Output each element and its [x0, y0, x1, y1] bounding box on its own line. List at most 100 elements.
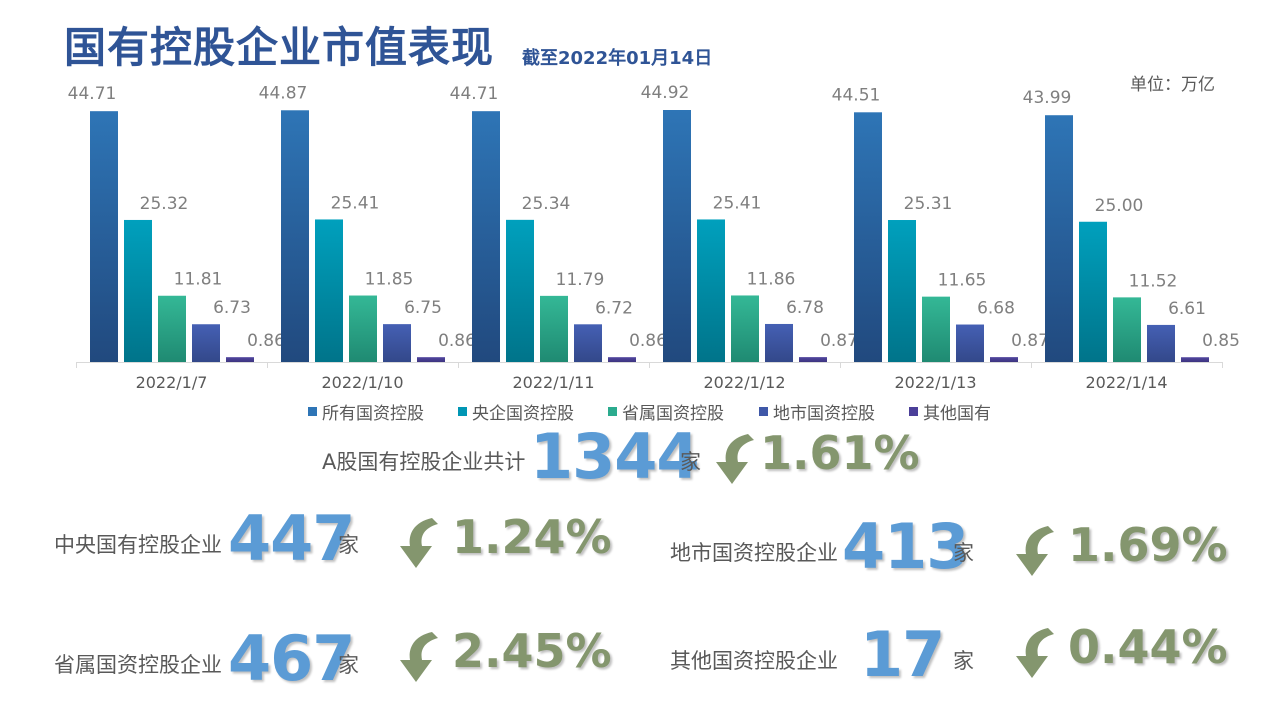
data-label: 11.52: [1129, 271, 1178, 291]
bar: [1147, 324, 1175, 362]
legend-label: 地市国资控股: [773, 404, 875, 424]
central-label: 中央国有控股企业: [54, 533, 222, 557]
legend-label: 所有国资控股: [322, 404, 424, 424]
as-of-date: 截至2022年01月14日: [522, 48, 713, 69]
unit-label: 单位：万亿: [1130, 75, 1215, 95]
bar: [922, 296, 950, 362]
central-unit: 家: [338, 533, 359, 557]
total-unit: 家: [680, 450, 701, 474]
other-count: 17: [860, 618, 945, 691]
curved-down-arrow-icon: [716, 434, 754, 484]
data-label: 25.31: [904, 194, 953, 214]
legend-label: 省属国资控股: [622, 404, 724, 424]
curved-down-arrow-icon: [1016, 526, 1054, 576]
data-label: 6.73: [213, 298, 251, 318]
data-label: 6.72: [595, 298, 633, 318]
data-label: 43.99: [1023, 88, 1072, 108]
data-label: 0.86: [247, 331, 285, 351]
curved-down-arrow-icon: [400, 518, 438, 568]
bar: [124, 219, 152, 362]
bar: [990, 357, 1018, 362]
central-change: 1.24%: [452, 510, 612, 564]
bar: [697, 219, 725, 362]
data-label: 44.71: [450, 84, 499, 104]
market-value-chart: 44.71 25.32 11.81 6.73 0.86 44.87 25.41 11.85 6.…: [68, 83, 1240, 424]
other-change: 0.44%: [1068, 620, 1228, 674]
other-unit: 家: [953, 649, 974, 673]
legend-label: 其他国有: [923, 404, 991, 424]
bar: [574, 324, 602, 362]
data-label: 44.87: [259, 83, 308, 103]
bar: [765, 323, 793, 362]
bar: [956, 324, 984, 362]
x-tick-label: 2022/1/12: [703, 373, 785, 392]
bar: [281, 110, 309, 362]
data-label: 44.92: [641, 83, 690, 103]
provincial-change: 2.45%: [452, 624, 612, 678]
bar: [608, 357, 636, 362]
provincial-unit: 家: [338, 653, 359, 677]
other-label: 其他国资控股企业: [670, 649, 838, 673]
x-tick-label: 2022/1/14: [1085, 373, 1167, 392]
legend-swatch: [608, 407, 617, 416]
local-count: 413: [842, 510, 969, 583]
data-label: 11.86: [747, 269, 796, 289]
x-tick-label: 2022/1/11: [512, 373, 594, 392]
legend-swatch: [308, 407, 317, 416]
data-label: 25.41: [331, 193, 380, 213]
bar: [1079, 221, 1107, 362]
data-label: 0.87: [820, 331, 858, 351]
bar: [158, 295, 186, 362]
bar: [417, 357, 445, 362]
bar: [1045, 115, 1073, 362]
bar: [1181, 357, 1209, 362]
local-label: 地市国资控股企业: [670, 541, 838, 565]
x-tick-label: 2022/1/7: [136, 373, 208, 392]
provincial-label: 省属国资控股企业: [54, 653, 222, 677]
curved-down-arrow-icon: [400, 632, 438, 682]
bar: [226, 357, 254, 362]
data-label: 25.34: [522, 194, 571, 214]
data-label: 25.41: [713, 193, 762, 213]
data-label: 0.86: [629, 331, 667, 351]
bar: [731, 295, 759, 362]
data-label: 6.68: [977, 299, 1015, 319]
curved-down-arrow-icon: [1016, 628, 1054, 678]
legend-swatch: [909, 407, 918, 416]
bar: [349, 295, 377, 362]
total-change: 1.61%: [760, 426, 920, 480]
bar: [854, 112, 882, 363]
data-label: 11.65: [938, 271, 987, 291]
bar: [383, 324, 411, 362]
data-label: 6.75: [404, 298, 442, 318]
local-change: 1.69%: [1068, 518, 1228, 572]
data-label: 11.85: [365, 270, 414, 290]
page-title: 国有控股企业市值表现: [64, 23, 495, 72]
data-label: 11.79: [556, 270, 605, 290]
bar: [540, 295, 568, 362]
bar: [663, 110, 691, 362]
bar: [506, 219, 534, 362]
legend-label: 央企国资控股: [472, 404, 574, 424]
bar: [888, 220, 916, 362]
x-tick-label: 2022/1/10: [321, 373, 403, 392]
bar: [799, 357, 827, 362]
data-label: 25.32: [140, 194, 189, 214]
legend-swatch: [759, 407, 768, 416]
bar: [315, 219, 343, 362]
legend-swatch: [458, 407, 467, 416]
bar: [1113, 297, 1141, 362]
data-label: 0.86: [438, 331, 476, 351]
data-label: 11.81: [174, 270, 223, 290]
x-tick-label: 2022/1/13: [894, 373, 976, 392]
local-unit: 家: [953, 541, 974, 565]
data-label: 0.85: [1202, 331, 1240, 351]
total-count: 1344: [530, 420, 700, 493]
data-label: 6.78: [786, 298, 824, 318]
data-label: 0.87: [1011, 331, 1049, 351]
bar: [192, 324, 220, 362]
total-label: A股国有控股企业共计: [322, 450, 526, 474]
data-label: 25.00: [1095, 196, 1144, 216]
data-label: 6.61: [1168, 299, 1206, 319]
data-label: 44.71: [68, 84, 117, 104]
